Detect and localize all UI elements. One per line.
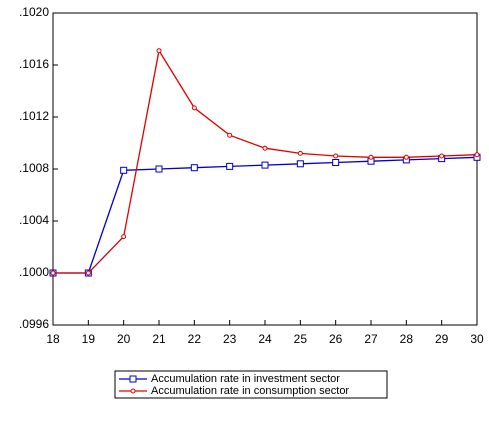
x-tick-label: 21 bbox=[152, 332, 166, 346]
y-tick-label: .1020 bbox=[19, 5, 49, 19]
y-tick-label: .0996 bbox=[19, 317, 49, 331]
point bbox=[226, 162, 234, 170]
point bbox=[262, 145, 268, 151]
x-tick-label: 30 bbox=[470, 332, 484, 346]
point bbox=[191, 105, 197, 111]
x-tick-label: 20 bbox=[117, 332, 131, 346]
legend-marker bbox=[129, 375, 137, 383]
y-tick-label: .1008 bbox=[19, 161, 49, 175]
legend: Accumulation rate in investment sectorAc… bbox=[114, 370, 388, 399]
point bbox=[439, 153, 445, 159]
point bbox=[120, 166, 128, 174]
point bbox=[368, 154, 374, 160]
y-tick-label: .1004 bbox=[19, 213, 49, 227]
point bbox=[85, 270, 91, 276]
x-tick-label: 26 bbox=[329, 332, 343, 346]
legend-label: Accumulation rate in consumption sector bbox=[151, 385, 349, 397]
legend-box bbox=[114, 370, 388, 399]
point bbox=[333, 153, 339, 159]
x-tick-label: 27 bbox=[364, 332, 378, 346]
point bbox=[474, 152, 480, 158]
point bbox=[190, 164, 198, 172]
x-tick-label: 29 bbox=[435, 332, 449, 346]
point bbox=[156, 48, 162, 54]
legend-label: Accumulation rate in investment sector bbox=[151, 373, 340, 385]
y-tick-label: .1012 bbox=[19, 109, 49, 123]
point bbox=[261, 161, 269, 169]
point bbox=[403, 154, 409, 160]
point bbox=[121, 234, 127, 240]
x-tick-label: 19 bbox=[82, 332, 96, 346]
point bbox=[50, 270, 56, 276]
y-tick-label: .1016 bbox=[19, 57, 49, 71]
x-tick-label: 24 bbox=[258, 332, 272, 346]
x-tick-label: 28 bbox=[400, 332, 414, 346]
x-tick-label: 18 bbox=[46, 332, 60, 346]
x-tick-label: 23 bbox=[223, 332, 237, 346]
point bbox=[227, 132, 233, 138]
point bbox=[332, 159, 340, 166]
x-tick-label: 22 bbox=[188, 332, 202, 346]
y-tick-label: .1000 bbox=[19, 265, 49, 279]
series-line bbox=[53, 156, 478, 274]
point bbox=[155, 165, 163, 173]
point bbox=[296, 160, 304, 168]
point bbox=[297, 150, 303, 156]
plot-frame bbox=[52, 12, 478, 326]
x-tick-label: 25 bbox=[294, 332, 308, 346]
legend-marker bbox=[130, 388, 136, 394]
